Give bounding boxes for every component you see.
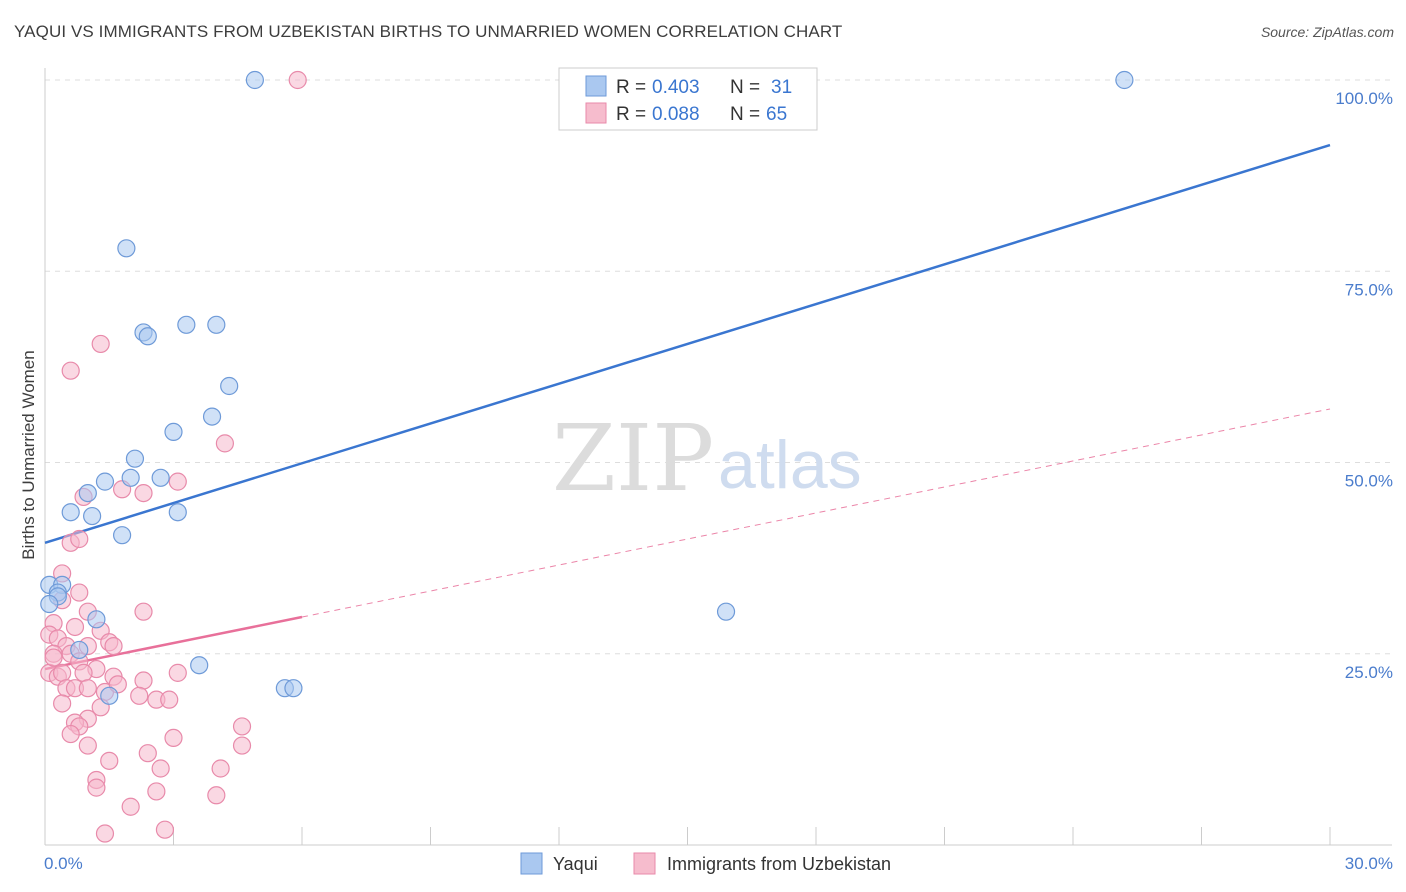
point-immigrants-from-uzbekistan-33 (168, 663, 187, 682)
point-yaqui-4 (138, 327, 157, 346)
legend: R = 0.403 N = 31 R = 0.088 N = 65 (558, 67, 818, 131)
point-immigrants-from-uzbekistan-41 (130, 686, 149, 705)
chart-title: YAQUI VS IMMIGRANTS FROM UZBEKISTAN BIRT… (14, 22, 843, 41)
point-immigrants-from-uzbekistan-56 (87, 778, 106, 797)
tick-labels: 25.0% 50.0% 75.0% 100.0% 0.0% 30.0% (44, 89, 1393, 873)
point-yaqui-26 (190, 656, 209, 675)
legend-r-value-2: 0.088 (652, 104, 700, 125)
point-immigrants-from-uzbekistan-1 (91, 334, 110, 354)
point-immigrants-from-uzbekistan-9 (70, 529, 89, 549)
point-immigrants-from-uzbekistan-30 (74, 663, 93, 682)
point-yaqui-27 (100, 686, 119, 705)
watermark-atlas: atlas (718, 427, 862, 503)
point-immigrants-from-uzbekistan-32 (134, 671, 153, 690)
trend-line-yaqui (44, 143, 1331, 545)
legend-n-label-1: N = (730, 77, 760, 98)
point-immigrants-from-uzbekistan-59 (121, 797, 140, 816)
point-immigrants-from-uzbekistan-49 (78, 736, 97, 755)
point-immigrants-from-uzbekistan-54 (211, 759, 230, 778)
point-immigrants-from-uzbekistan-29 (53, 663, 72, 682)
source-label: Source: ZipAtlas.com (1260, 24, 1394, 40)
point-immigrants-from-uzbekistan-6 (134, 484, 153, 503)
point-immigrants-from-uzbekistan-2 (61, 361, 80, 380)
point-immigrants-from-uzbekistan-4 (168, 472, 187, 491)
point-yaqui-5 (177, 315, 196, 334)
point-yaqui-0 (245, 70, 264, 90)
x-tick-label-left: 0.0% (44, 854, 83, 873)
point-immigrants-from-uzbekistan-64 (164, 728, 183, 748)
legend-r-value-1: 0.403 (652, 77, 700, 98)
point-yaqui-8 (202, 407, 222, 426)
point-yaqui-1 (1115, 70, 1134, 90)
legend-swatch-uzbekistan (585, 102, 607, 124)
bottom-legend-swatch-uzbekistan (633, 852, 656, 875)
gridlines (45, 79, 1392, 655)
point-yaqui-2 (117, 239, 136, 258)
axes (44, 68, 1392, 846)
point-yaqui-14 (78, 484, 97, 503)
point-immigrants-from-uzbekistan-63 (104, 636, 123, 656)
point-yaqui-13 (151, 468, 170, 487)
legend-n-value-1: 31 (771, 77, 792, 98)
point-yaqui-25 (70, 640, 89, 660)
point-yaqui-23 (40, 594, 59, 614)
y-axis-label: Births to Unmarried Women (19, 350, 38, 559)
legend-r-label-1: R = (616, 77, 646, 98)
point-immigrants-from-uzbekistan-42 (53, 694, 72, 713)
point-immigrants-from-uzbekistan-53 (151, 759, 170, 778)
point-immigrants-from-uzbekistan-11 (70, 583, 89, 602)
point-yaqui-10 (125, 449, 145, 468)
y-tick-label-75: 75.0% (1345, 280, 1393, 299)
point-immigrants-from-uzbekistan-58 (207, 786, 226, 805)
point-immigrants-from-uzbekistan-52 (100, 751, 119, 770)
legend-swatch-yaqui (585, 75, 607, 97)
point-immigrants-from-uzbekistan-40 (160, 690, 179, 709)
point-immigrants-from-uzbekistan-36 (78, 679, 97, 698)
x-tick-label-right: 30.0% (1345, 854, 1393, 873)
point-immigrants-from-uzbekistan-57 (147, 782, 166, 801)
point-yaqui-18 (168, 503, 187, 522)
watermark-zip: ZIP (552, 405, 714, 512)
legend-n-value-2: 65 (766, 104, 787, 125)
point-immigrants-from-uzbekistan-3 (215, 434, 234, 453)
point-yaqui-12 (121, 468, 140, 487)
point-immigrants-from-uzbekistan-60 (95, 824, 115, 843)
point-immigrants-from-uzbekistan-16 (65, 617, 85, 637)
point-yaqui-17 (112, 526, 132, 545)
legend-n-label-2: N = (730, 104, 760, 125)
bottom-legend-swatch-yaqui (520, 852, 543, 875)
point-yaqui-16 (83, 506, 102, 526)
point-yaqui-29 (284, 679, 303, 698)
legend-r-label-2: R = (616, 104, 646, 125)
point-immigrants-from-uzbekistan-48 (61, 724, 80, 744)
point-immigrants-from-uzbekistan-51 (138, 744, 157, 763)
point-yaqui-11 (95, 472, 115, 491)
watermark: ZIP atlas (552, 405, 862, 512)
point-yaqui-9 (164, 422, 183, 441)
point-yaqui-30 (716, 602, 736, 621)
bottom-legend-uzbekistan: Immigrants from Uzbekistan (667, 854, 891, 874)
bottom-legend-yaqui: Yaqui (553, 854, 598, 874)
trend-line-immigrants-from-uzbekistan-dashed (301, 408, 1331, 618)
point-immigrants-from-uzbekistan-0 (288, 70, 307, 90)
point-immigrants-from-uzbekistan-13 (134, 602, 153, 621)
point-yaqui-24 (87, 610, 106, 629)
point-yaqui-15 (61, 503, 80, 522)
point-immigrants-from-uzbekistan-50 (232, 736, 252, 755)
y-tick-label-100: 100.0% (1335, 89, 1393, 108)
point-immigrants-from-uzbekistan-61 (155, 820, 175, 839)
point-yaqui-6 (207, 315, 226, 334)
bottom-legend: Yaqui Immigrants from Uzbekistan (520, 852, 891, 875)
y-tick-label-25: 25.0% (1345, 663, 1393, 682)
point-immigrants-from-uzbekistan-62 (44, 648, 63, 667)
point-yaqui-7 (220, 376, 239, 396)
data-points (40, 70, 1134, 843)
point-immigrants-from-uzbekistan-47 (232, 717, 252, 736)
y-tick-label-50: 50.0% (1345, 472, 1393, 491)
